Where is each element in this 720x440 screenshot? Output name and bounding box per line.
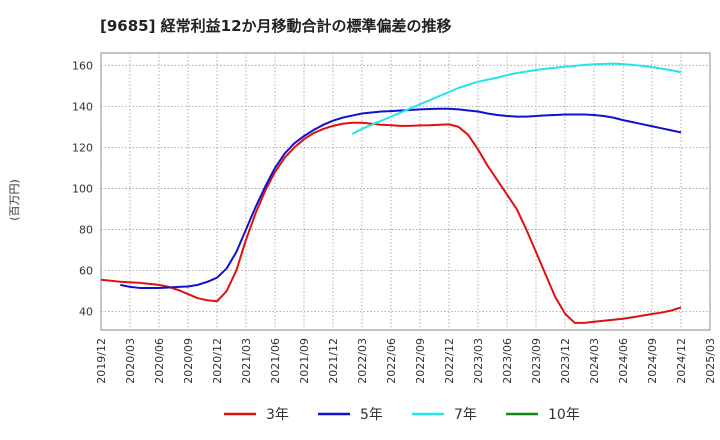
- x-tick-label: 2023/03: [472, 338, 485, 384]
- x-tick-label: 2025/03: [704, 338, 717, 384]
- series-layer: [100, 62, 682, 324]
- x-tick-label: 2024/12: [675, 338, 688, 384]
- x-tick-label: 2020/12: [211, 338, 224, 384]
- legend-label: 5年: [360, 407, 383, 423]
- y-tick-label: 80: [79, 223, 93, 236]
- x-tick-label: 2021/09: [298, 338, 311, 384]
- chart-title: [9685] 経常利益12か月移動合計の標準偏差の推移: [100, 17, 452, 35]
- x-tick-label: 2021/06: [269, 338, 282, 384]
- y-tick-labels: 40 60 80 100 120 140 160: [72, 59, 93, 318]
- x-tick-label: 2022/12: [443, 338, 456, 384]
- x-tick-label: 2024/09: [646, 338, 659, 384]
- y-tick-label: 100: [72, 182, 93, 195]
- x-tick-label: 2020/09: [182, 338, 195, 384]
- legend: 3年 5年 7年 10年: [224, 407, 580, 423]
- x-tick-label: 2023/09: [530, 338, 543, 384]
- series-line-1: [100, 121, 682, 324]
- y-tick-label: 60: [79, 264, 93, 277]
- series-line-2: [120, 107, 682, 289]
- legend-label: 3年: [266, 407, 289, 423]
- legend-label: 7年: [454, 407, 477, 423]
- y-tick-label: 120: [72, 141, 93, 154]
- y-axis-label: (百万円): [8, 179, 21, 221]
- y-tick-label: 160: [72, 59, 93, 72]
- x-tick-label: 2019/12: [95, 338, 108, 384]
- x-tick-label: 2024/03: [588, 338, 601, 384]
- x-tick-labels: 2019/12 2020/03 2020/06 2020/09 2020/12 2021/…: [95, 338, 717, 384]
- x-tick-label: 2020/03: [124, 338, 137, 384]
- grid-layer: [100, 53, 711, 330]
- x-tick-label: 2023/06: [501, 338, 514, 384]
- x-tick-label: 2022/06: [385, 338, 398, 384]
- y-tick-label: 40: [79, 306, 93, 319]
- x-tick-label: 2022/03: [356, 338, 369, 384]
- x-tick-label: 2021/03: [240, 338, 253, 384]
- legend-label: 10年: [548, 407, 580, 423]
- plot-area: [100, 52, 711, 331]
- x-tick-label: 2024/06: [617, 338, 630, 384]
- x-tick-label: 2020/06: [153, 338, 166, 384]
- x-tick-label: 2022/09: [414, 338, 427, 384]
- x-tick-label: 2023/12: [559, 338, 572, 384]
- series-line-3: [351, 62, 682, 135]
- y-tick-label: 140: [72, 100, 93, 113]
- x-tick-label: 2021/12: [327, 338, 340, 384]
